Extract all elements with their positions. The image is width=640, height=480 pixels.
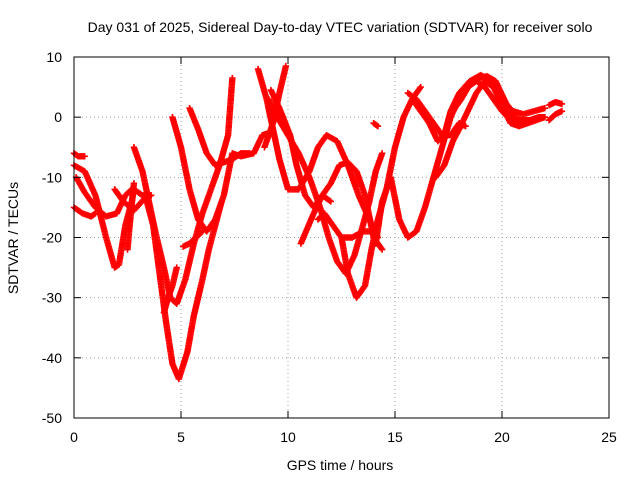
- ticks: 0 5 10 15 20 25 -50 -40 -30 -20 -10 0 10: [42, 49, 617, 445]
- series-arc-10: [169, 113, 275, 235]
- chart-title: Day 031 of 2025, Sidereal Day-to-day VTE…: [88, 19, 593, 35]
- data-point: [326, 197, 333, 204]
- series-arc-20: [370, 119, 382, 130]
- x-tick-label: 10: [280, 429, 296, 445]
- y-axis-label: SDTVAR / TECUs: [5, 182, 21, 294]
- y-tick-label: 0: [54, 109, 62, 125]
- series-arc-26: [545, 107, 566, 124]
- data-point: [417, 83, 424, 91]
- data-point: [558, 100, 566, 108]
- data-point: [378, 150, 386, 157]
- data-point: [541, 104, 548, 112]
- data-point: [229, 74, 236, 82]
- series-arc-11: [179, 228, 206, 250]
- x-tick-label: 5: [177, 429, 185, 445]
- series-arc-5: [124, 180, 138, 253]
- series-arc-25: [449, 73, 548, 124]
- x-axis-label: GPS time / hours: [287, 457, 394, 473]
- series-arc-12: [186, 104, 253, 169]
- data-point: [173, 264, 180, 271]
- series-arc-9: [160, 264, 180, 316]
- data-point: [374, 122, 382, 130]
- y-tick-label: -40: [42, 350, 62, 366]
- data-point: [558, 107, 566, 115]
- data-point: [198, 229, 205, 236]
- y-tick-label: -20: [42, 230, 62, 246]
- x-tick-label: 15: [387, 429, 403, 445]
- y-tick-label: 10: [46, 49, 62, 65]
- data-point: [261, 144, 268, 151]
- data-point: [416, 85, 424, 92]
- data-point: [130, 180, 138, 187]
- series-arc-17: [297, 192, 334, 247]
- x-tick-label: 20: [494, 429, 510, 445]
- data-point: [541, 113, 548, 121]
- x-tick-label: 0: [70, 429, 78, 445]
- series-arc-27: [545, 98, 566, 109]
- data-point: [246, 150, 253, 157]
- y-tick-label: -50: [42, 410, 62, 426]
- x-tick-label: 25: [601, 429, 617, 445]
- y-tick-label: -30: [42, 290, 62, 306]
- data-point: [199, 228, 206, 235]
- data-point: [378, 246, 386, 253]
- grid: [74, 57, 609, 418]
- series-arc-8: [143, 198, 225, 383]
- series-arc-2: [70, 150, 88, 160]
- data-point: [327, 198, 334, 205]
- data-point: [378, 245, 385, 252]
- series-layer: [70, 62, 566, 383]
- series-arc-7: [130, 74, 236, 307]
- y-tick-label: -10: [42, 169, 62, 185]
- data-point: [81, 153, 88, 160]
